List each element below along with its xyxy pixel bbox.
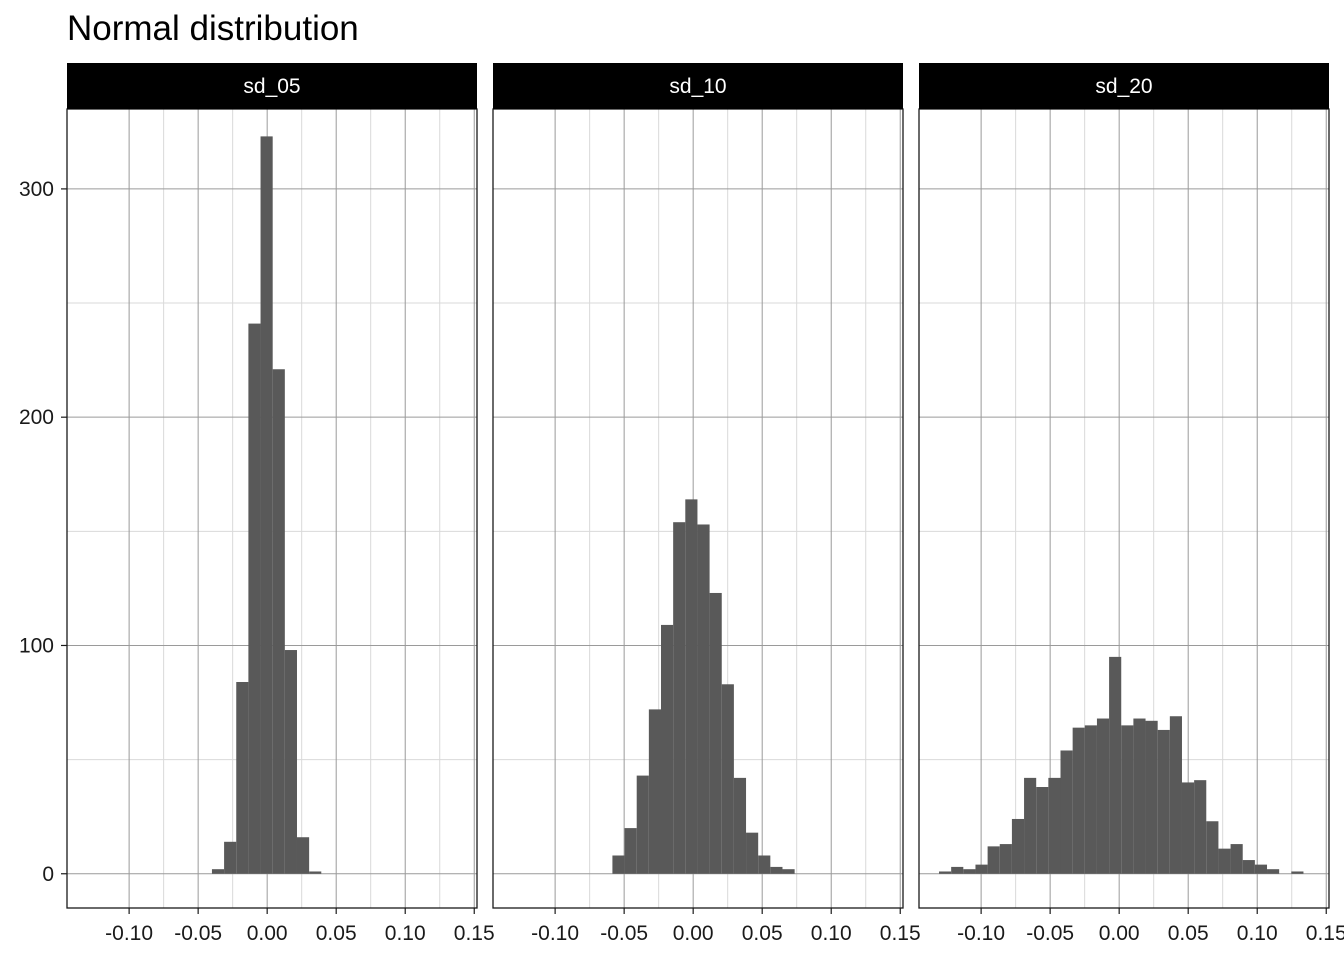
histogram-bar (1194, 780, 1207, 874)
histogram-bar (782, 869, 795, 874)
x-tick-label: -0.10 (105, 922, 153, 945)
x-tick-label: 0.00 (247, 922, 288, 945)
x-tick-label: -0.05 (600, 922, 648, 945)
histogram-bar (1169, 716, 1182, 874)
histogram-bar (758, 855, 771, 874)
x-tick-label: 0.00 (1099, 922, 1140, 945)
histogram-bar (697, 524, 710, 874)
histogram-bar (975, 864, 988, 874)
histogram-bar (1084, 725, 1097, 874)
histogram-bar (248, 323, 261, 874)
histogram-bar (1267, 869, 1280, 874)
histogram-bar (211, 869, 225, 874)
histogram-bar (1230, 844, 1243, 874)
histogram-bar (612, 855, 625, 874)
histogram-bar (1145, 720, 1158, 874)
facet-panels: sd_05 -0.10 -0.05 0.00 0.05 0.10 0.15 sd_10 -0.1… (66, 63, 1344, 945)
x-tick-label: -0.10 (531, 922, 579, 945)
y-tick-label: 0 (42, 863, 54, 886)
x-tick-label: 0.00 (673, 922, 714, 945)
histogram-bar (648, 709, 662, 874)
histogram-bar (1133, 718, 1146, 874)
facet-strip (919, 63, 1329, 109)
chart-title: Normal distribution (67, 9, 359, 48)
x-tick-label: 0.10 (1237, 922, 1278, 945)
x-tick-label: -0.10 (957, 922, 1005, 945)
histogram-bar (1036, 787, 1049, 874)
histogram-bar (1206, 821, 1219, 874)
histogram-bar (733, 777, 747, 874)
histogram-bar (999, 844, 1012, 874)
y-tick-label: 300 (19, 178, 54, 201)
histogram-bar (1096, 718, 1110, 874)
histogram-bar (1242, 860, 1255, 874)
histogram-bar (1072, 727, 1085, 874)
x-tick-label: 0.05 (1168, 922, 1209, 945)
x-tick-label: 0.15 (454, 922, 495, 945)
histogram-bar (1254, 864, 1268, 874)
x-tick-label: -0.05 (174, 922, 222, 945)
x-tick-label: 0.10 (811, 922, 852, 945)
facet-strip (493, 63, 903, 109)
facet-strip-label: sd_20 (1095, 75, 1152, 98)
histogram-bar (309, 871, 322, 874)
x-tick-label: 0.15 (1306, 922, 1344, 945)
facet-strip-label: sd_10 (669, 75, 726, 98)
y-axis: 0 100 200 300 (19, 178, 67, 886)
histogram-bar (939, 871, 952, 874)
facet-panel-sd_20: sd_20 -0.10 -0.05 0.00 0.05 0.10 0.15 (918, 63, 1344, 945)
facet-strip (67, 63, 477, 109)
y-tick-label: 200 (19, 406, 54, 429)
histogram-bar (236, 681, 249, 874)
x-tick-label: 0.05 (316, 922, 357, 945)
histogram-bar (1121, 725, 1134, 874)
histogram-bar (1109, 656, 1122, 874)
histogram-bar (1060, 750, 1073, 874)
histogram-bar (1218, 848, 1231, 874)
y-tick-label: 100 (19, 634, 54, 657)
histogram-bar (1157, 729, 1170, 874)
histogram-bar (1048, 777, 1061, 874)
x-tick-label: 0.05 (742, 922, 783, 945)
histogram-bar (721, 684, 734, 874)
histogram-bar (1181, 782, 1195, 874)
facet-panel-sd_05: sd_05 -0.10 -0.05 0.00 0.05 0.10 0.15 (66, 63, 495, 945)
histogram-bar (224, 841, 237, 874)
histogram-bar (709, 592, 722, 874)
histogram-bar (685, 499, 698, 874)
histogram-bar (1011, 818, 1025, 874)
histogram-bar (260, 136, 273, 874)
histogram-bar (951, 866, 964, 874)
facet-strip-label: sd_05 (243, 75, 300, 98)
histogram-bar (770, 866, 783, 874)
histogram-bar (1024, 777, 1037, 874)
histogram-bar (673, 522, 686, 874)
histogram-bar (746, 832, 759, 874)
histogram-bar (296, 837, 310, 874)
histogram-bar (987, 846, 1000, 874)
histogram-bar (284, 650, 297, 874)
histogram-bar (963, 869, 976, 874)
histogram-bar (624, 828, 637, 874)
histogram-bar (1291, 871, 1304, 874)
x-tick-label: 0.10 (385, 922, 426, 945)
x-tick-label: 0.15 (880, 922, 921, 945)
histogram-bar (636, 775, 649, 874)
x-tick-label: -0.05 (1026, 922, 1074, 945)
facet-panel-sd_10: sd_10 -0.10 -0.05 0.00 0.05 0.10 0.15 (492, 63, 921, 945)
histogram-bar (272, 369, 285, 874)
histogram-bar (661, 624, 674, 874)
